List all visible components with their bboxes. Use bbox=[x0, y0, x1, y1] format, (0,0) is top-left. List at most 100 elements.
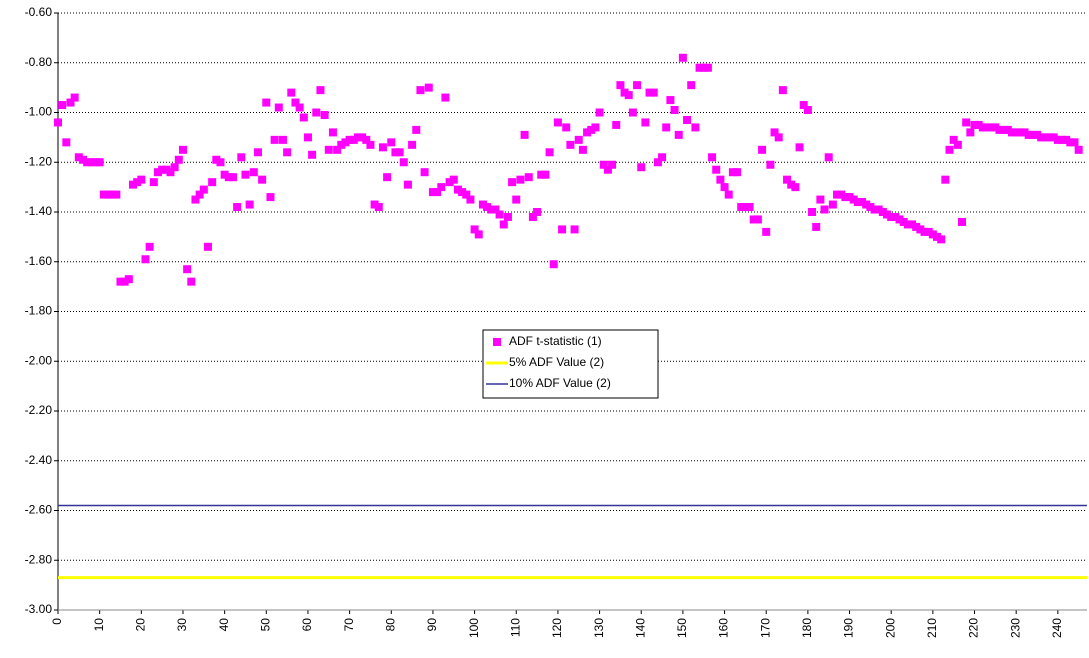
data-point bbox=[253, 148, 262, 157]
data-point bbox=[316, 86, 325, 95]
data-point bbox=[866, 203, 875, 212]
data-point bbox=[233, 203, 242, 212]
data-point bbox=[995, 125, 1004, 134]
data-point bbox=[445, 178, 454, 187]
data-point bbox=[987, 123, 996, 132]
data-point bbox=[199, 185, 208, 194]
data-point bbox=[524, 173, 533, 182]
data-point bbox=[999, 125, 1008, 134]
data-point bbox=[799, 101, 808, 110]
data-point bbox=[570, 225, 579, 234]
data-point bbox=[816, 195, 825, 204]
data-point bbox=[1041, 133, 1050, 142]
data-point bbox=[520, 130, 529, 139]
y-tick-label: -1.60 bbox=[25, 254, 53, 268]
data-point bbox=[324, 145, 333, 154]
x-tick-label: 230 bbox=[1008, 618, 1022, 638]
data-point bbox=[528, 212, 537, 221]
data-point bbox=[366, 140, 375, 149]
data-point bbox=[1066, 138, 1075, 147]
data-point bbox=[541, 170, 550, 179]
x-tick-label: 50 bbox=[258, 618, 272, 632]
data-point bbox=[162, 165, 171, 174]
data-point bbox=[249, 168, 258, 177]
data-point bbox=[174, 155, 183, 164]
data-point bbox=[591, 123, 600, 132]
data-point bbox=[728, 168, 737, 177]
data-point bbox=[1037, 133, 1046, 142]
data-point bbox=[391, 148, 400, 157]
data-point bbox=[924, 227, 933, 236]
data-point bbox=[337, 140, 346, 149]
data-point bbox=[695, 63, 704, 72]
data-point bbox=[120, 277, 129, 286]
legend-box bbox=[482, 329, 659, 399]
data-point bbox=[812, 222, 821, 231]
data-point bbox=[358, 133, 367, 142]
x-tick-label: 80 bbox=[383, 618, 397, 632]
data-point bbox=[212, 155, 221, 164]
y-tick-label: -1.20 bbox=[25, 154, 53, 168]
data-point bbox=[978, 123, 987, 132]
data-point bbox=[624, 91, 633, 100]
data-point bbox=[658, 153, 667, 162]
data-point bbox=[91, 158, 100, 167]
y-tick-label: -2.00 bbox=[25, 353, 53, 367]
data-point bbox=[762, 227, 771, 236]
data-point bbox=[403, 180, 412, 189]
data-point bbox=[333, 145, 342, 154]
data-point bbox=[662, 123, 671, 132]
y-tick-label: -1.40 bbox=[25, 204, 53, 218]
data-point bbox=[320, 110, 329, 119]
data-point bbox=[137, 175, 146, 184]
data-point bbox=[891, 212, 900, 221]
data-point bbox=[308, 150, 317, 159]
data-point bbox=[845, 193, 854, 202]
data-point bbox=[928, 230, 937, 239]
data-point bbox=[991, 123, 1000, 132]
data-point bbox=[441, 93, 450, 102]
data-point bbox=[433, 188, 442, 197]
data-point bbox=[533, 208, 542, 216]
data-point bbox=[820, 205, 829, 214]
data-point bbox=[54, 118, 62, 127]
data-point bbox=[183, 265, 192, 274]
data-point bbox=[399, 158, 408, 167]
data-point bbox=[1070, 138, 1079, 147]
x-tick-label: 40 bbox=[217, 618, 231, 632]
data-point bbox=[587, 125, 596, 134]
legend-marker bbox=[493, 338, 501, 346]
data-point bbox=[424, 83, 433, 92]
data-point bbox=[516, 175, 525, 184]
data-point bbox=[420, 168, 429, 177]
x-tick-label: 130 bbox=[592, 618, 606, 638]
data-point bbox=[712, 165, 721, 174]
data-point bbox=[883, 210, 892, 219]
data-point bbox=[62, 138, 71, 147]
y-tick-label: -2.40 bbox=[25, 453, 53, 467]
data-point bbox=[503, 212, 512, 221]
data-point bbox=[628, 108, 637, 117]
x-tick-label: 10 bbox=[92, 618, 106, 632]
x-tick-label: 200 bbox=[883, 618, 897, 638]
data-point bbox=[766, 160, 775, 169]
data-point bbox=[878, 208, 887, 216]
data-point bbox=[903, 220, 912, 229]
data-point bbox=[595, 108, 604, 117]
data-point bbox=[112, 190, 121, 199]
data-point bbox=[453, 185, 462, 194]
x-tick-label: 120 bbox=[550, 618, 564, 638]
data-point bbox=[962, 118, 971, 127]
data-point bbox=[128, 180, 137, 189]
x-tick-label: 140 bbox=[633, 618, 647, 638]
data-point bbox=[537, 170, 546, 179]
data-point bbox=[574, 135, 583, 144]
data-point bbox=[833, 190, 842, 199]
data-point bbox=[874, 205, 883, 214]
data-point bbox=[795, 143, 804, 152]
data-point bbox=[195, 190, 204, 199]
data-point bbox=[970, 120, 979, 129]
data-point bbox=[99, 190, 108, 199]
data-point bbox=[1058, 135, 1067, 144]
